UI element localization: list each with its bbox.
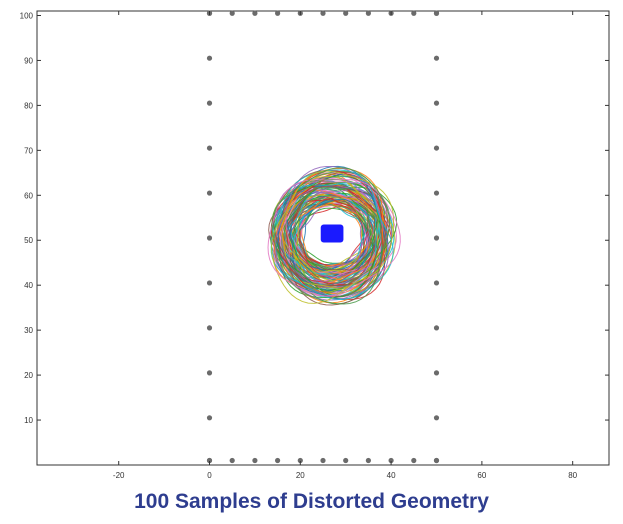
boundary-marker [320,10,326,16]
x-axis: -20 0 20 40 60 80 [113,11,578,480]
boundary-marker [297,457,303,464]
boundary-marker [206,457,213,464]
boundary-marker [433,370,440,376]
y-axis: 10 20 30 40 50 60 70 80 90 100 [20,11,609,425]
y-tick-label: 60 [24,191,33,200]
plot-area: -20 0 20 40 60 80 10 20 30 40 50 60 70 80 90 100 [20,10,610,480]
y-tick-label: 40 [24,281,33,290]
boundary-marker [275,457,281,464]
boundary-marker [320,457,326,464]
boundary-marker [206,190,213,196]
boundary-marker [433,457,440,464]
boundary-marker [365,10,371,16]
geometry-sample-99 [267,179,401,297]
x-tick-label: 60 [477,471,486,480]
geometry-sample-87 [271,182,395,296]
boundary-marker [433,325,440,331]
boundary-marker [411,457,417,464]
boundary-marker [206,325,213,331]
boundary-marker [343,457,349,464]
boundary-marker [433,235,440,241]
boundary-marker [365,457,371,464]
boundary-marker [206,370,213,376]
boundary-marker [229,10,235,16]
boundary-marker [433,55,440,61]
boundary-marker [206,100,213,106]
boundary-marker [206,280,213,286]
boundary-marker [229,457,235,464]
boundary-marker [411,10,417,16]
boundary-marker [343,10,349,16]
x-tick-label: -20 [113,471,125,480]
geometry-sample-100 [271,167,390,305]
y-tick-label: 100 [20,11,34,20]
boundary-marker [433,190,440,196]
boundary-marker [388,457,394,464]
x-tick-label: 20 [296,471,305,480]
figure-caption: 100 Samples of Distorted Geometry [134,490,489,513]
y-tick-label: 80 [24,101,33,110]
y-tick-label: 50 [24,236,33,245]
boundary-marker [206,55,213,61]
boundary-marker [433,100,440,106]
x-tick-label: 40 [387,471,396,480]
boundary-marker [275,10,281,16]
x-tick-label: 0 [207,471,212,480]
geometry-sample-94 [273,167,384,304]
y-tick-label: 30 [24,326,33,335]
inner-square-mark [320,224,344,243]
distorted-geometry-samples [267,165,401,306]
y-tick-label: 20 [24,371,33,380]
boundary-marker [433,280,440,286]
boundary-marker [433,145,440,151]
boundary-marker [252,10,258,16]
boundary-markers [206,10,440,464]
y-tick-label: 90 [24,56,33,65]
boundary-marker [252,457,258,464]
boundary-marker [433,10,440,16]
boundary-marker [206,415,213,421]
boundary-marker [206,235,213,241]
x-tick-label: 80 [568,471,577,480]
boundary-marker [206,145,213,151]
geometry-sample-80 [270,186,393,293]
boundary-marker [433,415,440,421]
y-tick-label: 70 [24,146,33,155]
geometry-sample-85 [276,176,393,297]
y-tick-label: 10 [24,416,33,425]
geometry-sample-98 [270,170,395,304]
